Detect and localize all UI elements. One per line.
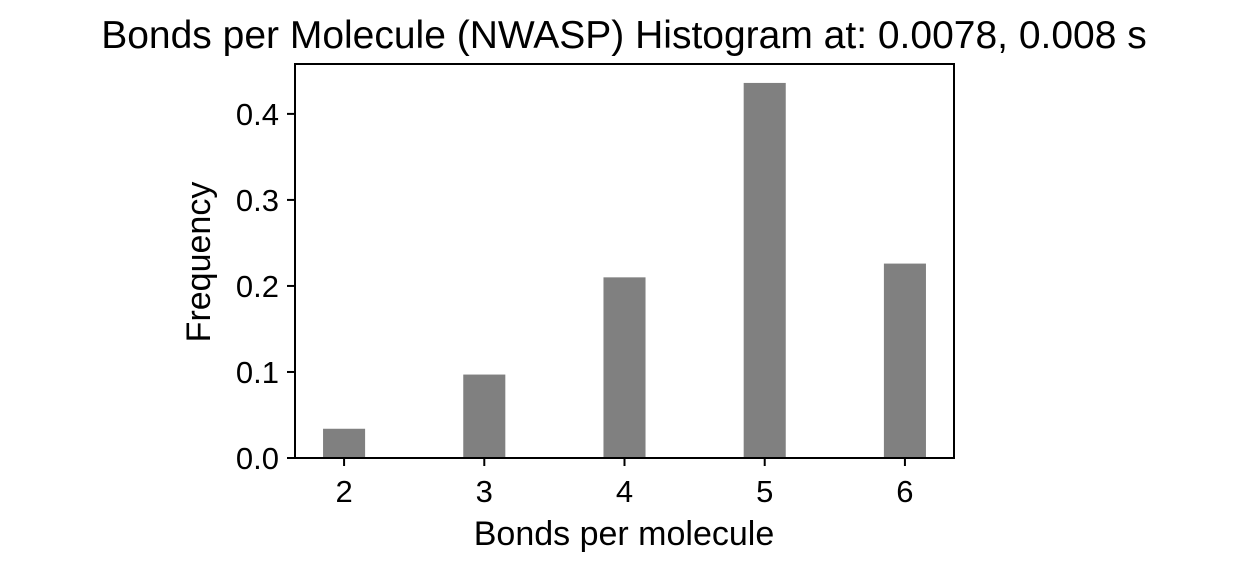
y-tick-label: 0.1	[236, 355, 279, 390]
bar-6	[883, 263, 926, 458]
x-axis-label: Bonds per molecule	[474, 515, 775, 553]
y-tick-label: 0.2	[236, 269, 279, 304]
chart-title: Bonds per Molecule (NWASP) Histogram at:…	[101, 14, 1147, 57]
bar-4	[603, 277, 646, 458]
bar-5	[743, 82, 786, 458]
y-axis-label: Frequency	[180, 182, 218, 343]
x-tick-label: 2	[335, 474, 352, 509]
y-tick-label: 0.3	[236, 183, 279, 218]
x-axis-ticks: 2 3 4 5 6	[335, 458, 914, 509]
bar-3	[463, 374, 506, 458]
bars-layer	[323, 82, 926, 458]
x-tick-label: 6	[896, 474, 913, 509]
x-tick-label: 4	[616, 474, 633, 509]
bar-2	[323, 428, 366, 458]
y-axis-ticks: 0.0 0.1 0.2 0.3 0.4	[236, 97, 295, 476]
plot-frame	[294, 63, 955, 459]
x-tick-label: 5	[756, 474, 773, 509]
x-tick-label: 3	[476, 474, 493, 509]
y-tick-label: 0.4	[236, 97, 279, 132]
y-tick-label: 0.0	[236, 441, 279, 476]
